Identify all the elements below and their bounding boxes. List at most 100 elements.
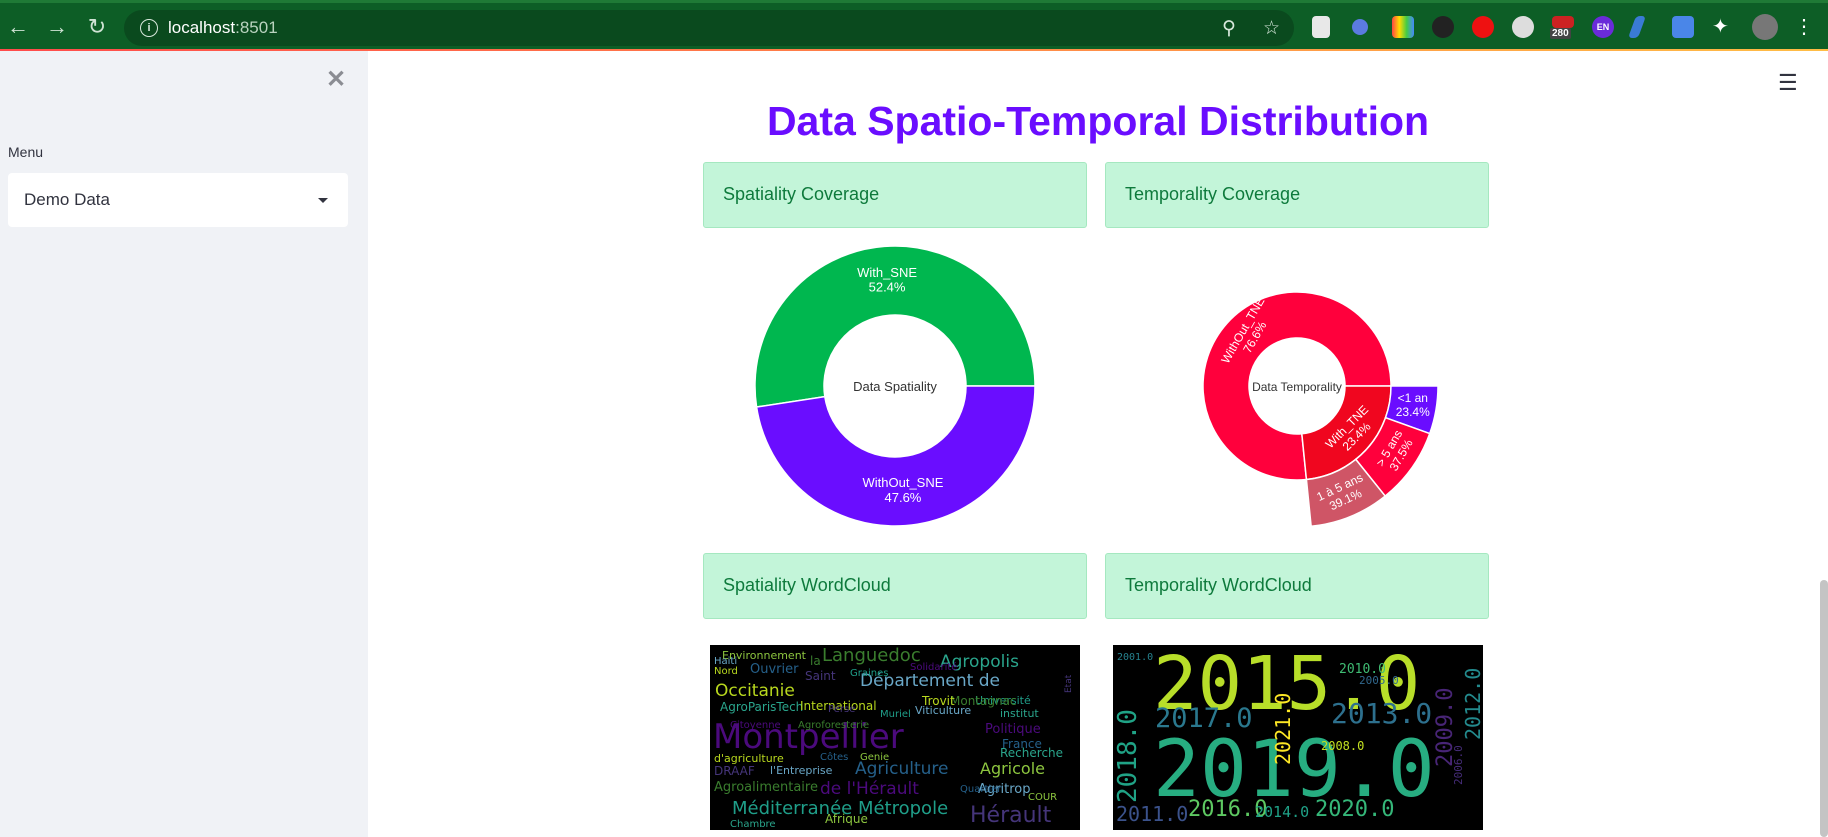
close-sidebar-icon[interactable]: ✕ (326, 66, 347, 93)
extension-lang-icon[interactable]: EN (1592, 16, 1614, 38)
wordcloud-word: la (810, 654, 821, 668)
wordcloud-word: Quartier (960, 784, 1002, 795)
spatiality-wordcloud-label: Spatiality WordCloud (723, 575, 891, 595)
wordcloud-word: Environnement (722, 649, 806, 662)
temporality-sunburst-chart: WithOut_TNE76.6%With_TNE23.4%<1 an 23.4%>… (1202, 291, 1439, 528)
extensions-puzzle-icon[interactable]: ✦ (1712, 16, 1729, 38)
spatiality-donut-chart: With_SNE 52.4% WithOut_SNE 47.6% Data Spatia… (754, 245, 1036, 527)
sunburst-withouttne-segment[interactable] (1202, 291, 1392, 481)
sunburst-outer-label-lt1an: <1 an 23.4% (1396, 391, 1430, 419)
hamburger-menu-icon[interactable]: ☰ (1778, 70, 1798, 95)
donut-label-1: WithOut_SNE 47.6% (862, 475, 943, 505)
wordcloud-word: Citoyenne (730, 720, 781, 731)
sunburst-outer-label-lt1an-line: 23.4% (1396, 405, 1430, 419)
extension-globe-icon[interactable] (1512, 16, 1534, 38)
wordcloud-word: Agritrop (978, 782, 1031, 797)
wordcloud-word: Agricole (980, 759, 1045, 778)
donut-center-label-line: Data Spatiality (853, 379, 937, 394)
donut-label-1-line: WithOut_SNE (862, 475, 943, 490)
wordcloud-word: Viticulture (915, 704, 972, 717)
donut-label-1-line: 47.6% (885, 490, 922, 505)
wordcloud-word: Côtes (820, 752, 849, 763)
wordcloud-word: de l'Hérault (820, 779, 919, 799)
forward-icon[interactable]: → (46, 14, 68, 39)
wordcloud-word: Recherche (1000, 746, 1064, 760)
wordcloud-word: Agriculture (855, 759, 949, 779)
wordcloud-word: Agroforesterie (798, 720, 870, 731)
wordcloud-word: DRAAF (714, 764, 755, 778)
wordcloud-word: l'Entreprise (770, 764, 833, 777)
extension-badge-icon[interactable] (1552, 16, 1574, 28)
wordcloud-word: 2021.0 (1271, 692, 1295, 765)
profile-avatar[interactable] (1752, 14, 1778, 40)
temporality-wordcloud: 2015.0 2019.0 2017.0 2013.0 2018.0 2016.0 2020… (1113, 645, 1483, 830)
sidebar: ✕ Menu Demo Data (0, 51, 368, 837)
sunburst-outer-label-lt1an-line: <1 an (1398, 391, 1428, 405)
sunburst-center-label-line: Data Temporality (1252, 380, 1342, 394)
wordcloud-word: Ouvrier (750, 662, 799, 677)
wordcloud-word: International (800, 699, 877, 713)
wordcloud-word: Solidarité (910, 662, 958, 673)
extension-badge-count: 280 (1550, 28, 1571, 39)
wordcloud-word: Hérault (970, 803, 1052, 828)
wordcloud-word: Nord (714, 666, 738, 677)
wordcloud-word: 2014.0 (1255, 803, 1310, 821)
wordcloud-word: 2018.0 (1113, 709, 1143, 803)
extension-color-icon[interactable] (1392, 16, 1414, 38)
extension-feather-icon[interactable] (1627, 16, 1647, 38)
site-info-icon[interactable]: i (140, 19, 158, 37)
menu-select-value: Demo Data (24, 190, 110, 209)
extension-blue-icon[interactable] (1352, 19, 1368, 35)
wordcloud-word: institut (1000, 707, 1039, 720)
temporality-coverage-label: Temporality Coverage (1125, 184, 1301, 204)
wordcloud-word: Saint (805, 669, 836, 683)
wordcloud-word: Trovit (922, 694, 955, 708)
wordcloud-word: Afrique (825, 812, 868, 826)
bookmark-star-icon[interactable]: ☆ (1263, 18, 1281, 39)
wordcloud-word: Politique (985, 722, 1041, 737)
donut-slice-without-sne[interactable] (755, 385, 1036, 527)
wordcloud-word: Agroalimentaire (714, 780, 818, 795)
wordcloud-word: AgroParisTech (720, 700, 804, 714)
wordcloud-word: Méditerranée Métropole (732, 798, 949, 819)
url-text: localhost:8501 (168, 18, 278, 38)
wordcloud-word: Département de (860, 671, 1000, 691)
donut-slice-with-sne[interactable] (754, 245, 1036, 408)
temporality-wordcloud-label: Temporality WordCloud (1125, 575, 1312, 595)
wordcloud-word: Genie (860, 752, 890, 763)
wordcloud-word: Graines (850, 668, 889, 679)
menu-label: Menu (8, 144, 44, 160)
donut-center-label: Data Spatiality (853, 379, 937, 394)
donut-label-0-line: With_SNE (857, 265, 917, 280)
zoom-icon[interactable]: ⚲ (1222, 18, 1236, 39)
wordcloud-word: France (1002, 737, 1042, 751)
back-icon[interactable]: ← (7, 14, 29, 39)
extension-cat-icon[interactable] (1432, 16, 1454, 38)
wordcloud-word: 2008.0 (1321, 739, 1365, 753)
wordcloud-word: Agropolis (940, 652, 1019, 672)
browser-menu-icon[interactable]: ⋮ (1794, 16, 1814, 38)
sunburst-outer-1a5ans[interactable] (1305, 458, 1387, 528)
spatiality-wordcloud: Montpellier Languedoc Agropolis Occitanie Dé… (710, 645, 1080, 830)
spatiality-coverage-header: Spatiality Coverage (703, 162, 1087, 228)
scrollbar-thumb[interactable] (1820, 580, 1828, 837)
wordcloud-word: 2010.0 (1339, 662, 1386, 677)
wordcloud-word: Haiti (714, 656, 738, 667)
wordcloud-word: Montpellier (713, 717, 904, 757)
donut-label-0-line: 52.4% (869, 280, 906, 295)
menu-select[interactable]: Demo Data (8, 173, 348, 227)
url-host: localhost (168, 18, 236, 37)
wordcloud-word: Languedoc (822, 645, 921, 666)
page-extension-icon[interactable] (1312, 16, 1330, 38)
address-bar[interactable]: i localhost:8501 ⚲ ☆ (124, 10, 1294, 46)
extension-translate-icon[interactable] (1672, 16, 1694, 38)
spatiality-wordcloud-header: Spatiality WordCloud (703, 553, 1087, 619)
wordcloud-word: Occitanie (715, 681, 795, 701)
extension-stop-icon[interactable] (1472, 16, 1494, 38)
wordcloud-word: Muriel (880, 709, 911, 720)
wordcloud-word: Chambre (730, 819, 776, 830)
reload-icon[interactable]: ↻ (87, 14, 107, 39)
wordcloud-word: 2015.0 (1153, 645, 1421, 727)
browser-toolbar: ← → ↻ i localhost:8501 ⚲ ☆ 280 EN ✦ ⋮ (0, 0, 1828, 50)
donut-label-0: With_SNE 52.4% (857, 265, 917, 295)
